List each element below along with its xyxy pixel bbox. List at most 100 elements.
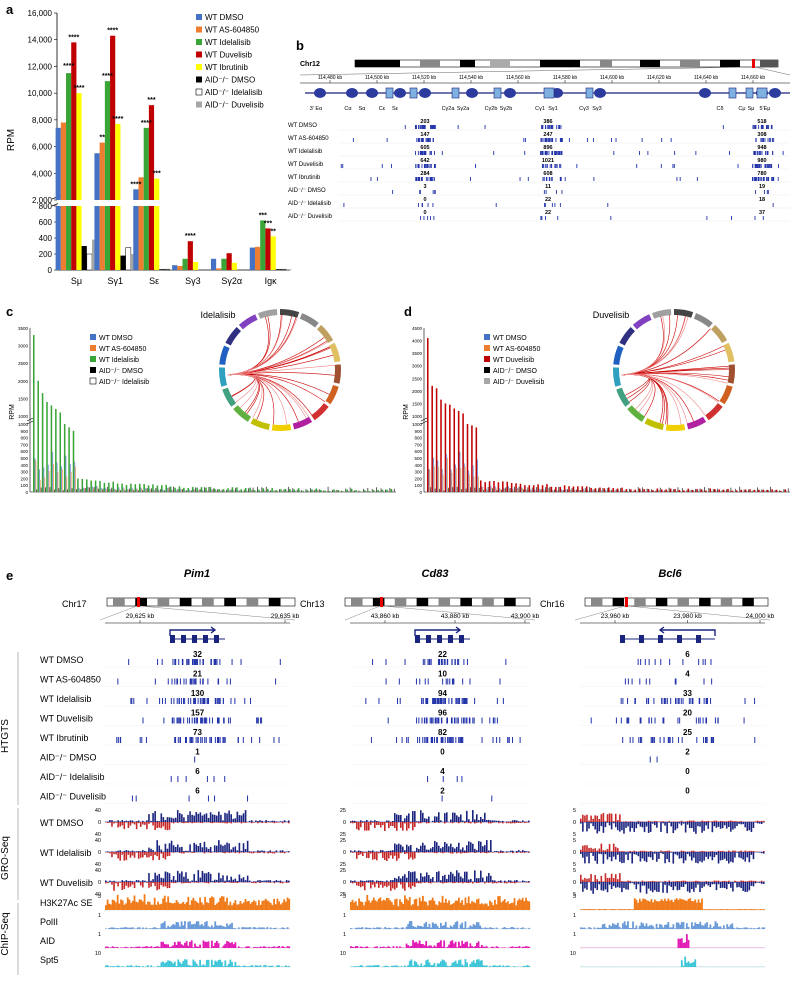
e-junction-mark	[444, 698, 446, 704]
e-gro-bar-minus	[651, 882, 654, 893]
e-chip-bar	[487, 928, 490, 929]
e-junction-mark	[632, 737, 634, 743]
e-gro-bar-plus	[732, 850, 734, 852]
panel_c-bar-aid	[354, 490, 355, 492]
e-gro-bar-minus	[528, 852, 530, 853]
panel_c-axis-break	[26, 417, 34, 425]
b-junction-mark	[417, 138, 419, 142]
e-junction-mark	[622, 698, 624, 704]
e-count: 10	[438, 670, 447, 679]
e-chip-bar	[418, 925, 421, 929]
panel_c-bar-aid	[168, 487, 170, 492]
e-chip-bar	[466, 941, 468, 948]
e-gro-bar-minus	[191, 852, 193, 853]
panel_d-bar-main	[647, 489, 650, 492]
panel_c-bar-aid	[318, 489, 320, 492]
e-junction-mark	[439, 659, 441, 665]
e-gro-bar-plus	[649, 881, 652, 882]
panel_c-ytick-label: 1000	[18, 422, 29, 427]
e-gro-bar-minus	[392, 822, 394, 827]
e-chip-bar	[197, 965, 200, 967]
panel_d-bar-main	[731, 490, 734, 492]
e-gro-bar-plus	[586, 814, 588, 822]
e-gro-bar-minus	[744, 852, 747, 862]
panel_c-bar-aid	[45, 487, 46, 492]
panel_d-bar-aid	[708, 487, 710, 492]
e-chip-bar	[231, 905, 233, 910]
b-junction-mark	[756, 164, 758, 168]
a-bar-5-1	[254, 246, 261, 270]
e-gro-bar-plus	[649, 821, 652, 822]
panel_d-bar-as	[623, 490, 625, 492]
e-junction-mark	[196, 717, 198, 724]
e-junction-mark	[698, 698, 700, 704]
e-chr-band	[351, 598, 363, 606]
e-gro-bar-plus	[372, 880, 374, 882]
b-ruler-label: 114,640 kb	[694, 75, 719, 81]
e-chip-bar	[733, 909, 735, 910]
htgts-section-label: HTGTS	[0, 719, 11, 753]
e-gro-bar-plus	[680, 820, 683, 822]
b-row-label-5: AID⁻/⁻ DMSO	[288, 188, 326, 194]
e-chip-bar	[476, 942, 478, 948]
e-gro-bar-minus	[133, 822, 136, 825]
e-junction-mark	[437, 698, 439, 704]
panel_d-bar-aid	[752, 490, 754, 492]
e-gro-bar-plus	[596, 815, 599, 822]
panel_c-bar-dmso	[78, 487, 80, 492]
e-gro-bar-plus	[510, 880, 512, 882]
b-junction-mark	[760, 125, 762, 129]
b-junction-mark	[760, 164, 762, 168]
e-gro-bar-plus	[488, 819, 490, 822]
e-gro-bar-plus	[709, 821, 712, 822]
e-gro-bar-plus	[715, 820, 718, 822]
e-chip-bar	[415, 927, 418, 929]
e-gro-bar-plus	[267, 821, 269, 822]
e-chip-bar	[108, 903, 111, 910]
e-gro-bar-plus	[612, 821, 615, 822]
e-gro-bar-plus	[444, 813, 446, 822]
e-gro-bar-plus	[662, 851, 664, 852]
e-chip-bar	[523, 901, 526, 910]
e-junction-mark	[421, 717, 423, 724]
e-gro-bar-plus	[428, 875, 430, 882]
e-chip-bar	[231, 922, 233, 929]
e-gro-bar-plus	[736, 821, 738, 822]
e-junction-mark	[463, 698, 465, 704]
e-chip-bar	[526, 965, 529, 967]
panel_c-bar-aid	[84, 488, 86, 492]
e-gro-bar-plus	[444, 874, 446, 882]
b-junction-mark	[547, 138, 549, 142]
e-gro-bar-plus	[598, 819, 601, 822]
panel_c-bar-main	[359, 491, 362, 492]
panel_d-bar-dmso	[658, 490, 659, 492]
e-chip-bar	[448, 944, 450, 948]
e-chip-bar	[707, 909, 710, 910]
e-chip-bar	[503, 947, 506, 948]
e-gro-bar-minus	[442, 882, 444, 884]
b-enhancer-oval	[394, 88, 406, 98]
e-gro-bar-minus	[645, 882, 648, 894]
panel_c-bar-main	[63, 424, 66, 492]
e-gro-bar-minus	[115, 822, 117, 823]
e-exon	[192, 635, 197, 643]
e-htgts-row-label-5: AID⁻/⁻ DMSO	[40, 753, 97, 763]
e-gro-bar-plus	[402, 876, 404, 882]
e-chip-bar	[105, 905, 107, 910]
panel_c-bar-aid	[287, 486, 289, 492]
panel_d-bar-dmso	[578, 489, 580, 492]
e-chip-bar	[212, 927, 215, 929]
e-chip-bar	[239, 966, 242, 967]
panel_d-bar-as	[522, 488, 524, 492]
b-junction-mark	[773, 138, 775, 142]
e-gro-bar-plus	[257, 821, 259, 822]
e-chip-tick: 1	[343, 932, 346, 938]
e-gro-bar-plus	[166, 872, 169, 882]
e-gro-bar-minus	[160, 822, 163, 829]
panel_d-ytick-label: 3000	[412, 364, 423, 369]
panel_c-bar-as	[282, 491, 284, 492]
e-junction-mark	[229, 678, 231, 685]
panel_d-bar-aid	[474, 487, 476, 492]
e-gro-bar-plus	[740, 850, 742, 852]
e-chip-bar	[458, 960, 460, 967]
